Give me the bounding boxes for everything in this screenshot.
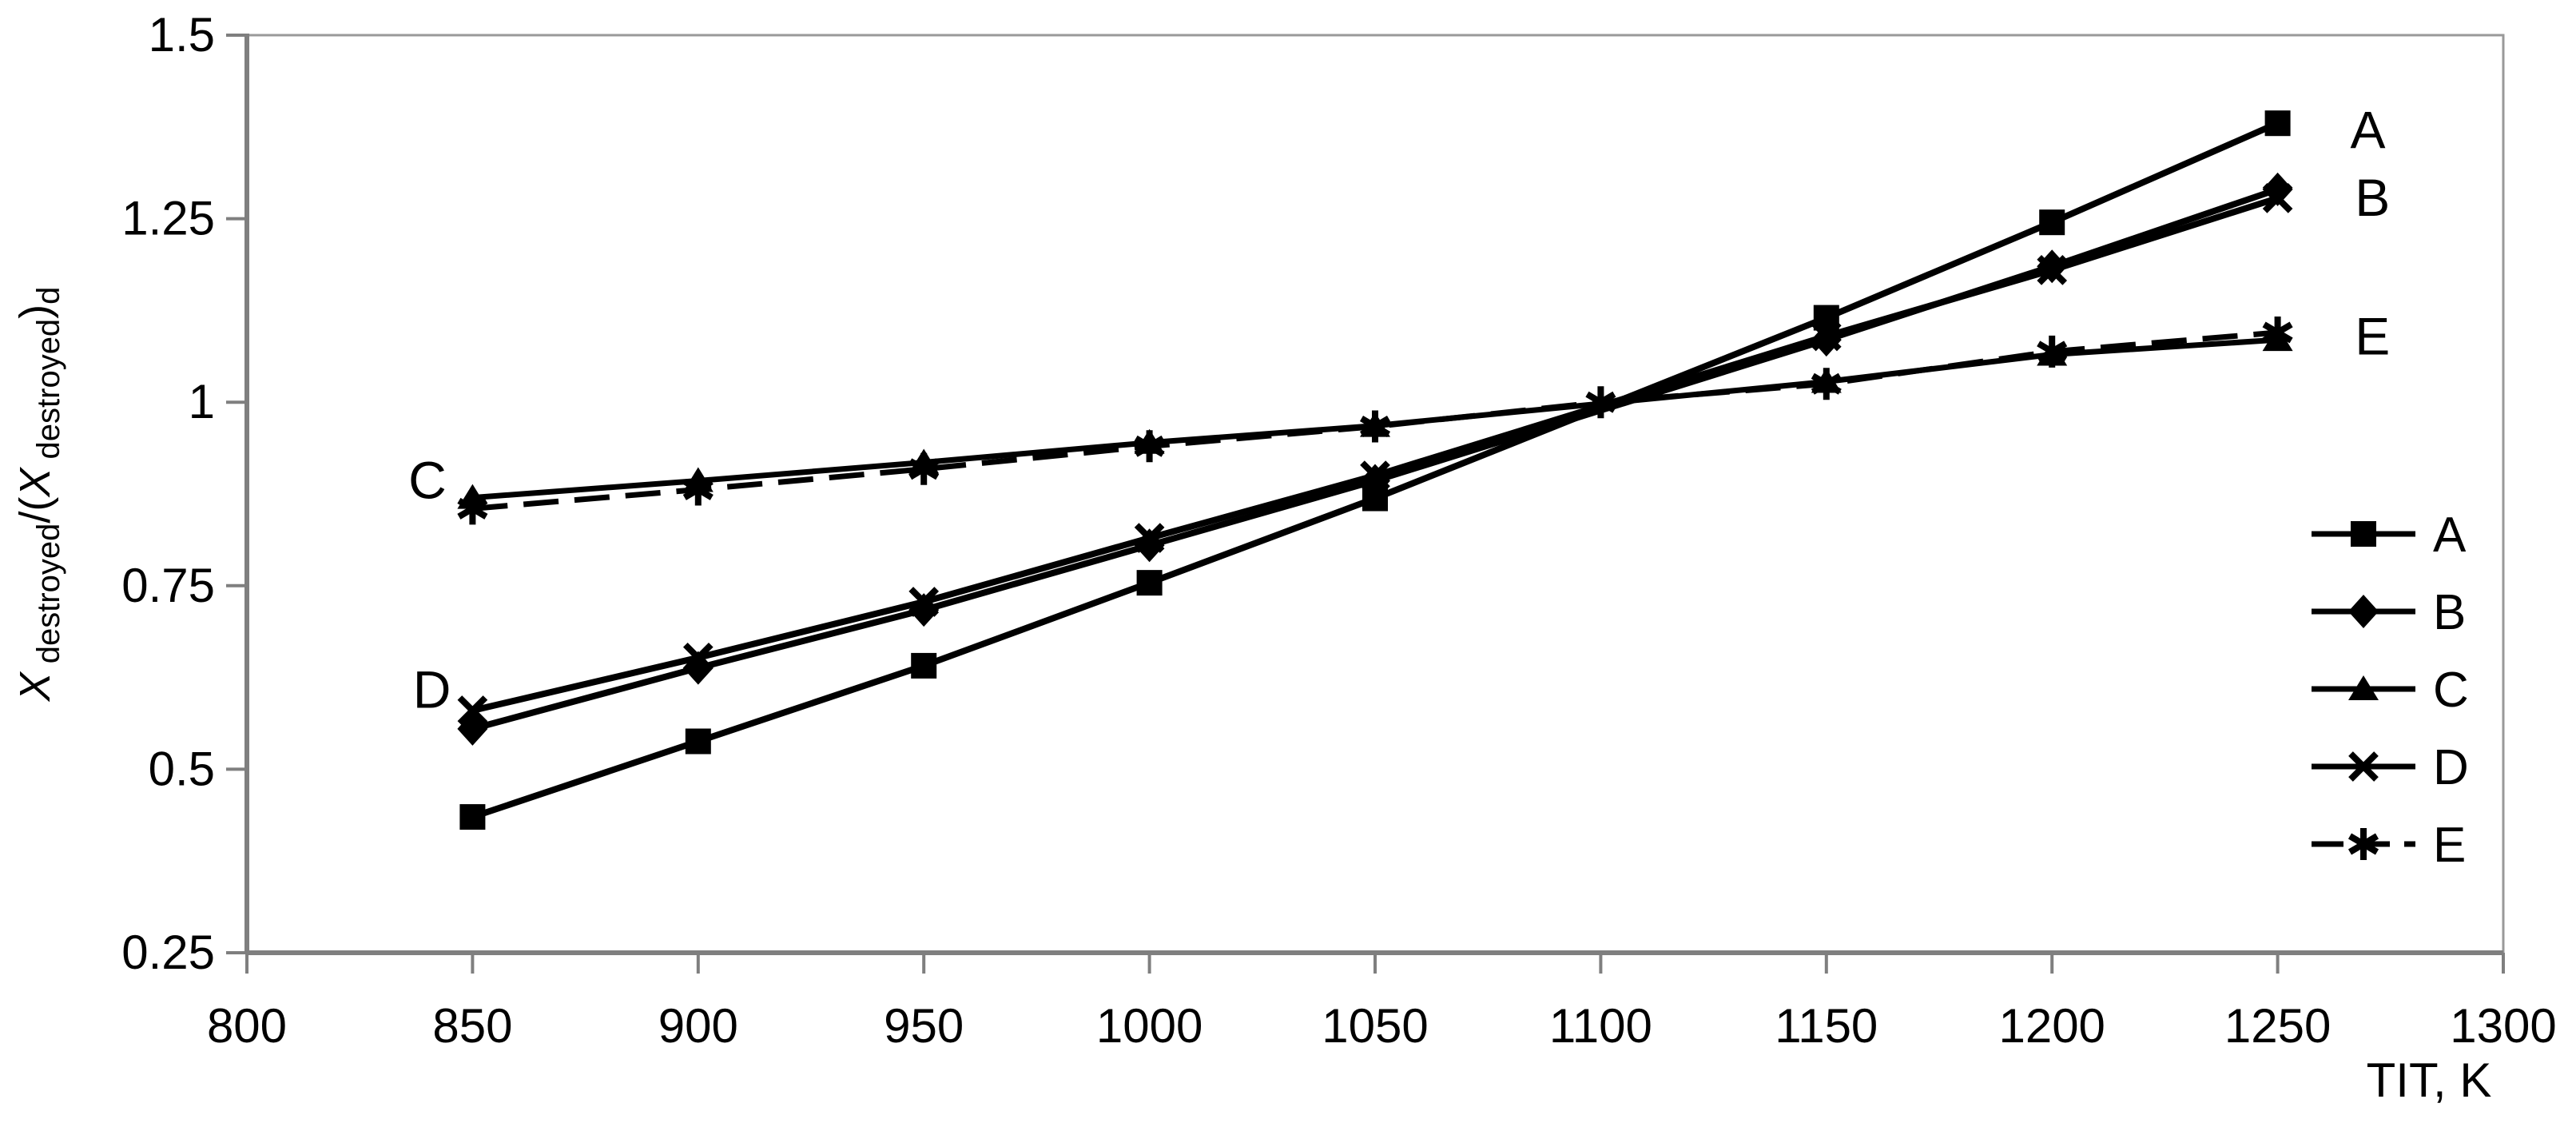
x-marker bbox=[2037, 255, 2068, 285]
x-marker bbox=[908, 587, 940, 617]
series-annotation-C: C bbox=[408, 451, 447, 510]
y-axis-title-part: destroyed bbox=[31, 319, 66, 468]
x-tick-label: 850 bbox=[432, 999, 512, 1053]
asterisk-marker bbox=[2037, 340, 2068, 363]
asterisk-marker bbox=[1359, 416, 1391, 437]
x-tick-label: 1250 bbox=[2224, 999, 2331, 1053]
diamond-marker bbox=[2262, 172, 2293, 206]
x-marker bbox=[2262, 183, 2293, 213]
square-marker bbox=[1136, 570, 1163, 596]
legend-label: A bbox=[2433, 508, 2467, 563]
diamond-marker bbox=[2348, 595, 2379, 628]
y-axis-title-part: d bbox=[31, 287, 66, 305]
series-B bbox=[457, 172, 2293, 746]
series-A bbox=[459, 110, 2291, 830]
series-line-E bbox=[472, 329, 2278, 512]
series-line-D bbox=[471, 195, 2279, 714]
asterisk-marker bbox=[908, 458, 940, 480]
y-axis-title: X destroyed/(X destroyed)d bbox=[11, 287, 66, 703]
asterisk-marker bbox=[457, 497, 488, 520]
y-axis-title-part: /( bbox=[11, 497, 59, 524]
square-marker bbox=[2039, 209, 2065, 236]
x-marker bbox=[2348, 751, 2379, 782]
x-marker bbox=[1360, 460, 1390, 491]
series-D bbox=[457, 183, 2293, 726]
asterisk-marker bbox=[682, 479, 714, 500]
y-axis-title-part: destroyed bbox=[31, 524, 66, 673]
x-tick-label: 950 bbox=[884, 999, 964, 1053]
triangle-marker bbox=[2348, 675, 2379, 700]
legend-label: D bbox=[2433, 740, 2469, 795]
y-tick-label: 0.5 bbox=[149, 742, 215, 795]
y-tick-label: 1.5 bbox=[149, 8, 215, 62]
series-annotation-A: A bbox=[2351, 100, 2386, 159]
legend-item-B: B bbox=[2312, 585, 2466, 640]
square-marker bbox=[685, 728, 711, 755]
asterisk-marker bbox=[2262, 321, 2293, 344]
x-tick-label: 1000 bbox=[1096, 999, 1203, 1053]
y-tick-label: 1.25 bbox=[121, 192, 215, 245]
legend-label: B bbox=[2433, 585, 2466, 640]
x-axis-title: TIT, K bbox=[2367, 1053, 2492, 1107]
asterisk-marker bbox=[1585, 391, 1616, 413]
x-tick-label: 900 bbox=[658, 999, 738, 1053]
series-E bbox=[457, 316, 2293, 525]
y-tick-label: 0.25 bbox=[121, 926, 215, 979]
x-marker bbox=[457, 695, 488, 726]
x-tick-label: 800 bbox=[207, 999, 287, 1053]
x-tick-label: 1050 bbox=[1322, 999, 1428, 1053]
y-axis-title-part: X bbox=[11, 671, 59, 703]
x-marker bbox=[1811, 321, 1842, 352]
legend-item-A: A bbox=[2312, 508, 2467, 563]
legend-item-C: C bbox=[2312, 663, 2469, 718]
y-tick-label: 0.75 bbox=[121, 559, 215, 612]
square-marker bbox=[911, 652, 937, 679]
axis-ticks: 0.25 0.5 0.75 1 1.25 1.5 800 850 900 950 1000 1050 1… bbox=[121, 8, 2557, 1053]
y-axis-title-part: ) bbox=[11, 305, 59, 319]
series-annotation-B: B bbox=[2355, 168, 2390, 227]
legend-item-E: E bbox=[2312, 818, 2466, 873]
y-tick-label: 1 bbox=[189, 375, 215, 428]
x-tick-label: 1150 bbox=[1775, 999, 1878, 1053]
legend-label: C bbox=[2433, 663, 2469, 718]
data-series bbox=[457, 110, 2293, 830]
asterisk-marker bbox=[1811, 372, 1842, 395]
x-tick-label: 1100 bbox=[1549, 999, 1652, 1053]
x-marker bbox=[682, 642, 714, 673]
x-marker bbox=[1134, 523, 1165, 553]
series-annotation-D: D bbox=[413, 659, 451, 719]
x-tick-label: 1300 bbox=[2450, 999, 2556, 1053]
series-annotation-E: E bbox=[2355, 307, 2390, 366]
legend-item-D: D bbox=[2312, 740, 2469, 795]
legend-label: E bbox=[2433, 818, 2466, 873]
square-marker bbox=[459, 804, 486, 830]
x-tick-label: 1200 bbox=[1998, 999, 2105, 1053]
square-marker bbox=[2351, 521, 2376, 547]
asterisk-marker bbox=[2347, 833, 2379, 855]
square-marker bbox=[2264, 110, 2291, 137]
y-axis-title-part: X bbox=[11, 467, 59, 499]
series-line-A bbox=[471, 120, 2280, 820]
asterisk-marker bbox=[1134, 435, 1165, 457]
